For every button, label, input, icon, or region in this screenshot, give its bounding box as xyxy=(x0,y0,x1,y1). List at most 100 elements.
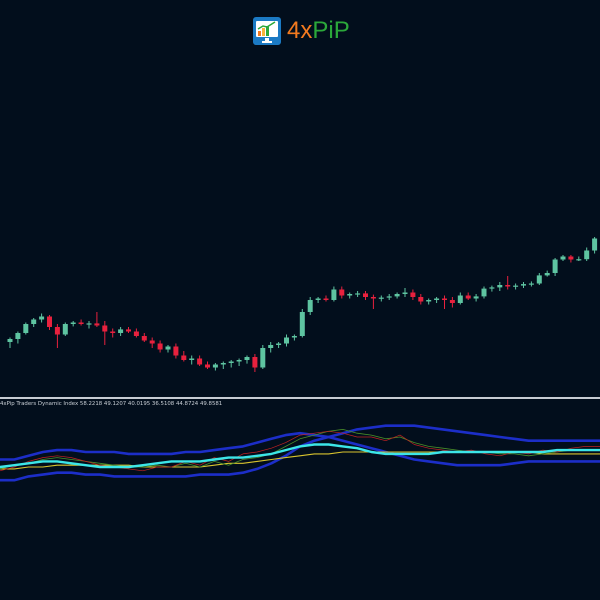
candle xyxy=(536,273,542,285)
candle-body-bear xyxy=(141,336,147,341)
candle xyxy=(299,309,305,338)
candle xyxy=(568,255,574,263)
monitor-chart-icon xyxy=(253,17,281,45)
candle xyxy=(102,321,108,345)
candle xyxy=(363,291,368,300)
candle-body-bull xyxy=(386,296,392,298)
candle-body-bull xyxy=(220,363,226,365)
candle-body-bear xyxy=(363,293,368,297)
candle xyxy=(323,295,329,302)
logo-text: 4xPiP xyxy=(287,14,350,48)
candle xyxy=(315,297,321,303)
rsi-thin-line xyxy=(0,430,600,472)
candle xyxy=(370,294,376,309)
candle-body-bull xyxy=(521,284,526,286)
candle-body-bull xyxy=(62,324,68,335)
candle-body-bear xyxy=(54,327,60,335)
logo-text-4x: 4x xyxy=(287,17,313,44)
candle-body-bull xyxy=(189,358,195,360)
candle xyxy=(592,237,598,254)
candle-body-bull xyxy=(544,273,550,276)
candle xyxy=(331,286,337,302)
candle xyxy=(449,297,455,308)
candle-body-bear xyxy=(78,322,84,324)
candle xyxy=(260,345,266,369)
rsi-price-line xyxy=(0,443,600,469)
candle-body-bull xyxy=(584,250,590,260)
candle xyxy=(434,297,440,303)
candle xyxy=(86,321,92,329)
brand-logo: 4xPiP xyxy=(252,14,350,48)
candle-body-bear xyxy=(252,357,258,368)
candle xyxy=(339,286,345,299)
candle xyxy=(149,337,155,348)
candle xyxy=(197,355,203,366)
candle-body-bull xyxy=(434,298,440,300)
logo-text-pip: PiP xyxy=(312,17,350,44)
candle-body-bull xyxy=(31,319,37,324)
candle xyxy=(386,294,392,300)
candle-body-bear xyxy=(173,346,179,356)
candle-body-bull xyxy=(592,238,598,251)
candle-body-bear xyxy=(418,297,424,302)
candle xyxy=(181,351,187,362)
candle xyxy=(141,333,147,342)
candle-body-bull xyxy=(212,364,218,368)
candle xyxy=(528,281,534,287)
candle xyxy=(189,355,195,365)
candle xyxy=(394,292,400,299)
candle xyxy=(584,247,590,261)
candle xyxy=(576,256,582,261)
candle xyxy=(205,361,210,369)
candle-body-bear xyxy=(568,256,574,260)
candle-body-bear xyxy=(110,331,116,333)
candle-body-bear xyxy=(449,300,455,303)
candle-body-bull xyxy=(15,333,21,339)
candle xyxy=(23,322,29,335)
candle xyxy=(276,342,282,348)
candle-body-bear xyxy=(157,343,163,350)
candle-body-bull xyxy=(86,323,92,325)
candle-body-bear xyxy=(205,364,210,368)
candle-body-bull xyxy=(426,300,432,302)
candle-body-bull xyxy=(244,357,250,360)
candle-body-bull xyxy=(457,295,463,303)
candle xyxy=(473,294,479,302)
candle xyxy=(489,285,495,292)
candle-body-bull xyxy=(165,346,171,350)
candle-body-bull xyxy=(536,275,542,284)
candle-body-bull xyxy=(347,294,353,296)
candle xyxy=(355,291,361,297)
candle xyxy=(118,327,124,336)
indicator-label: 4xPip Traders Dynamic Index 58.2218 49.1… xyxy=(0,401,223,407)
candle-body-bull xyxy=(70,322,76,324)
pane-separator[interactable] xyxy=(0,397,600,399)
indicator-chart[interactable] xyxy=(0,395,600,600)
candle xyxy=(410,289,416,300)
candle xyxy=(31,318,37,327)
trade-signal-line xyxy=(0,429,600,470)
candle xyxy=(220,361,226,369)
candle-body-bull xyxy=(481,288,487,297)
candle xyxy=(552,258,558,276)
candle xyxy=(560,255,566,261)
candle xyxy=(110,328,116,338)
candle-body-bull xyxy=(291,336,297,338)
candle-body-bull xyxy=(236,360,242,362)
candle-body-bear xyxy=(505,285,511,287)
candle xyxy=(347,292,353,299)
candle-body-bear xyxy=(181,355,187,360)
candle-body-bull xyxy=(260,348,266,368)
candle xyxy=(465,292,471,300)
candle-body-bull xyxy=(473,296,479,299)
candle-body-bull xyxy=(299,312,305,336)
candle xyxy=(7,337,13,348)
candle-body-bull xyxy=(560,256,566,260)
candle-body-bull xyxy=(228,361,234,363)
candle-body-bear xyxy=(94,323,100,326)
candle xyxy=(252,354,258,372)
price-chart[interactable] xyxy=(0,0,600,396)
candle-body-bull xyxy=(552,259,558,273)
candle xyxy=(378,295,384,302)
candle-body-bear xyxy=(149,340,155,344)
